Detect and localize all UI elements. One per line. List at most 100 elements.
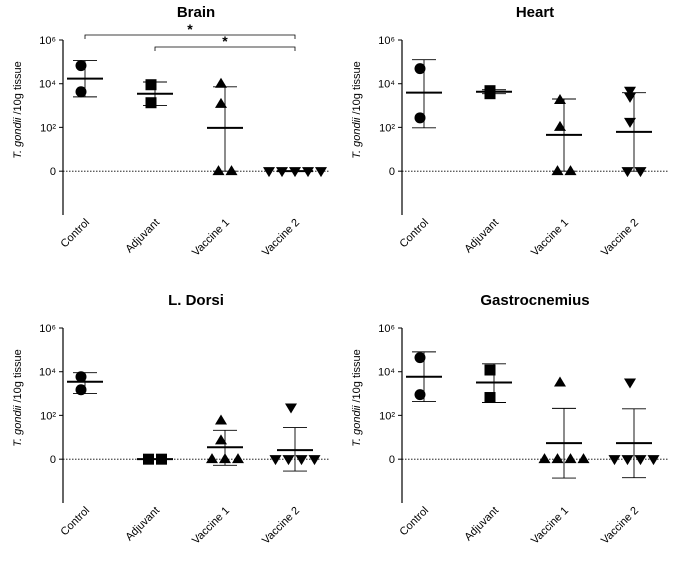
significance-bracket — [84, 34, 296, 39]
x-tick-label: Control — [398, 217, 432, 251]
data-point — [414, 352, 426, 364]
data-point — [269, 455, 282, 466]
data-point — [484, 85, 496, 97]
y-tick-label: 10² — [40, 410, 56, 422]
data-point — [75, 86, 87, 98]
x-tick-label: Vaccine 2 — [599, 505, 641, 547]
data-point — [621, 455, 634, 466]
data-point — [215, 97, 227, 108]
y-tick-label: 10⁶ — [378, 323, 395, 335]
x-tick-label: Vaccine 1 — [529, 217, 571, 259]
data-point — [315, 167, 327, 178]
data-point — [215, 77, 227, 88]
data-point — [75, 371, 87, 383]
y-tick-label: 10⁶ — [378, 35, 395, 47]
data-point — [624, 378, 636, 389]
y-axis-label-italic: T. gondii — [12, 405, 24, 447]
panel: Brain T. gondii/10g tissue 0 10² 10⁴ 10⁶ Contr… — [12, 4, 330, 259]
data-point — [608, 455, 621, 466]
data-point — [484, 392, 496, 404]
data-point — [414, 389, 426, 401]
data-point — [145, 79, 157, 91]
panel-title: Brain — [177, 4, 215, 21]
y-axis-label: T. gondii/10g tissue — [351, 61, 363, 158]
data-point — [414, 112, 426, 124]
data-point — [621, 167, 634, 178]
data-point — [484, 364, 496, 376]
y-tick-label: 0 — [389, 166, 395, 178]
significance-bracket — [154, 46, 296, 51]
panel-title: L. Dorsi — [168, 292, 224, 309]
data-point — [75, 384, 87, 396]
data-point — [263, 167, 275, 178]
data-point — [538, 453, 551, 464]
x-tick-label: Control — [59, 505, 93, 539]
data-point — [215, 414, 227, 425]
data-point — [282, 455, 295, 466]
y-tick-label: 10⁴ — [378, 79, 395, 91]
x-tick-label: Adjuvant — [462, 217, 501, 256]
y-tick-label: 10² — [40, 122, 56, 134]
data-point — [551, 453, 564, 464]
x-tick-label: Adjuvant — [462, 505, 501, 544]
y-tick-label: 0 — [50, 166, 56, 178]
x-tick-label: Adjuvant — [123, 505, 162, 544]
y-tick-label: 10² — [379, 122, 395, 134]
y-axis-label-rest: /10g tissue — [351, 61, 363, 114]
panel: L. Dorsi T. gondii/10g tissue 0 10² 10⁴ 10⁶ Co… — [12, 292, 330, 547]
y-axis-label: T. gondii/10g tissue — [12, 61, 24, 158]
x-tick-label: Control — [59, 217, 93, 251]
data-point — [295, 455, 308, 466]
x-tick-label: Vaccine 2 — [599, 217, 641, 259]
data-point — [554, 376, 566, 387]
y-tick-label: 0 — [389, 454, 395, 466]
y-tick-label: 10² — [379, 410, 395, 422]
panel-title: Gastrocnemius — [480, 292, 589, 309]
panel-title: Heart — [516, 4, 554, 21]
x-tick-label: Vaccine 1 — [190, 505, 232, 547]
y-axis-label-italic: T. gondii — [351, 405, 363, 447]
data-point — [212, 165, 225, 176]
x-tick-label: Vaccine 2 — [260, 217, 302, 259]
y-axis-label-italic: T. gondii — [12, 117, 24, 159]
x-tick-label: Control — [398, 505, 432, 539]
x-tick-label: Vaccine 2 — [260, 505, 302, 547]
y-axis-label-rest: /10g tissue — [351, 349, 363, 402]
data-point — [564, 165, 577, 176]
data-point — [145, 97, 157, 109]
data-point — [206, 453, 218, 464]
data-point — [647, 455, 660, 466]
data-point — [554, 120, 566, 131]
y-tick-label: 10⁴ — [378, 367, 395, 379]
panel: Heart T. gondii/10g tissue 0 10² 10⁴ 10⁶ Contr… — [351, 4, 669, 259]
data-point — [634, 167, 647, 178]
y-axis-label-rest: /10g tissue — [12, 61, 24, 114]
y-tick-label: 10⁴ — [39, 367, 56, 379]
x-tick-label: Vaccine 1 — [190, 217, 232, 259]
x-tick-label: Vaccine 1 — [529, 505, 571, 547]
y-axis-label-rest: /10g tissue — [12, 349, 24, 402]
data-point — [564, 453, 577, 464]
y-axis-label: T. gondii/10g tissue — [351, 349, 363, 446]
y-axis-label: T. gondii/10g tissue — [12, 349, 24, 446]
y-tick-label: 0 — [50, 454, 56, 466]
data-point — [232, 453, 244, 464]
data-point — [624, 86, 636, 97]
data-point — [225, 165, 238, 176]
data-point — [624, 117, 636, 128]
y-axis-label-italic: T. gondii — [351, 117, 363, 159]
data-point — [308, 455, 321, 466]
significance-label: * — [187, 21, 193, 37]
data-point — [624, 92, 636, 103]
y-tick-label: 10⁶ — [39, 323, 56, 335]
data-point — [75, 60, 87, 72]
panel: Gastrocnemius T. gondii/10g tissue 0 10² 10⁴… — [351, 292, 669, 547]
data-point — [577, 453, 590, 464]
y-tick-label: 10⁶ — [39, 35, 56, 47]
significance-label: * — [222, 33, 228, 49]
data-point — [285, 403, 297, 414]
x-tick-label: Adjuvant — [123, 217, 162, 256]
data-point — [414, 63, 426, 75]
data-point — [551, 165, 564, 176]
